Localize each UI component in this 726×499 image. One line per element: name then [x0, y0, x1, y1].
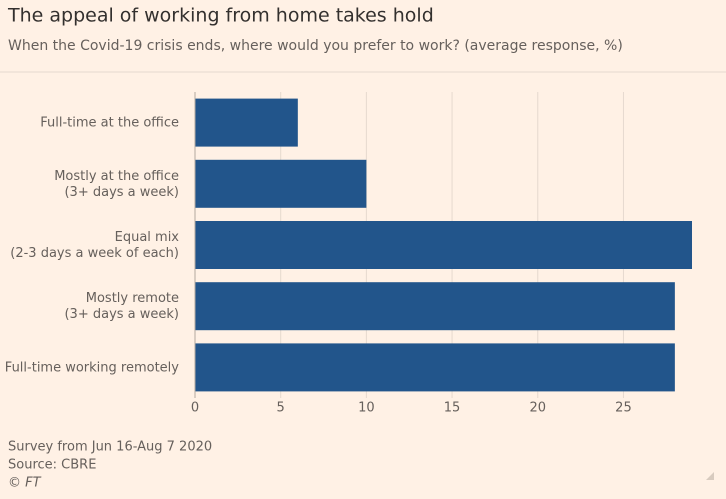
- x-tick-label: 25: [615, 401, 632, 416]
- bar: [195, 343, 675, 392]
- source: Source: CBRE: [8, 458, 96, 473]
- resize-handle: [706, 472, 714, 480]
- x-tick-label: 0: [191, 401, 199, 416]
- x-tick-label: 5: [277, 401, 285, 416]
- x-tick-label: 15: [444, 401, 461, 416]
- bar: [195, 98, 298, 147]
- x-tick-label: 20: [529, 401, 546, 416]
- y-tick-label: Equal mix (2-3 days a week of each): [10, 230, 179, 261]
- bar: [195, 221, 692, 269]
- chart-subtitle: When the Covid-19 crisis ends, where wou…: [8, 38, 623, 54]
- y-tick-label: Mostly at the office (3+ days a week): [54, 168, 179, 199]
- y-tick-label: Mostly remote (3+ days a week): [64, 291, 179, 322]
- bar: [195, 282, 675, 331]
- bar: [195, 159, 367, 208]
- x-tick-label: 10: [358, 401, 375, 416]
- y-tick-label: Full-time working remotely: [5, 360, 179, 375]
- chart-title: The appeal of working from home takes ho…: [7, 5, 434, 27]
- credit: © FT: [8, 476, 42, 491]
- note: Survey from Jun 16-Aug 7 2020: [8, 440, 212, 455]
- y-tick-label: Full-time at the office: [40, 115, 179, 130]
